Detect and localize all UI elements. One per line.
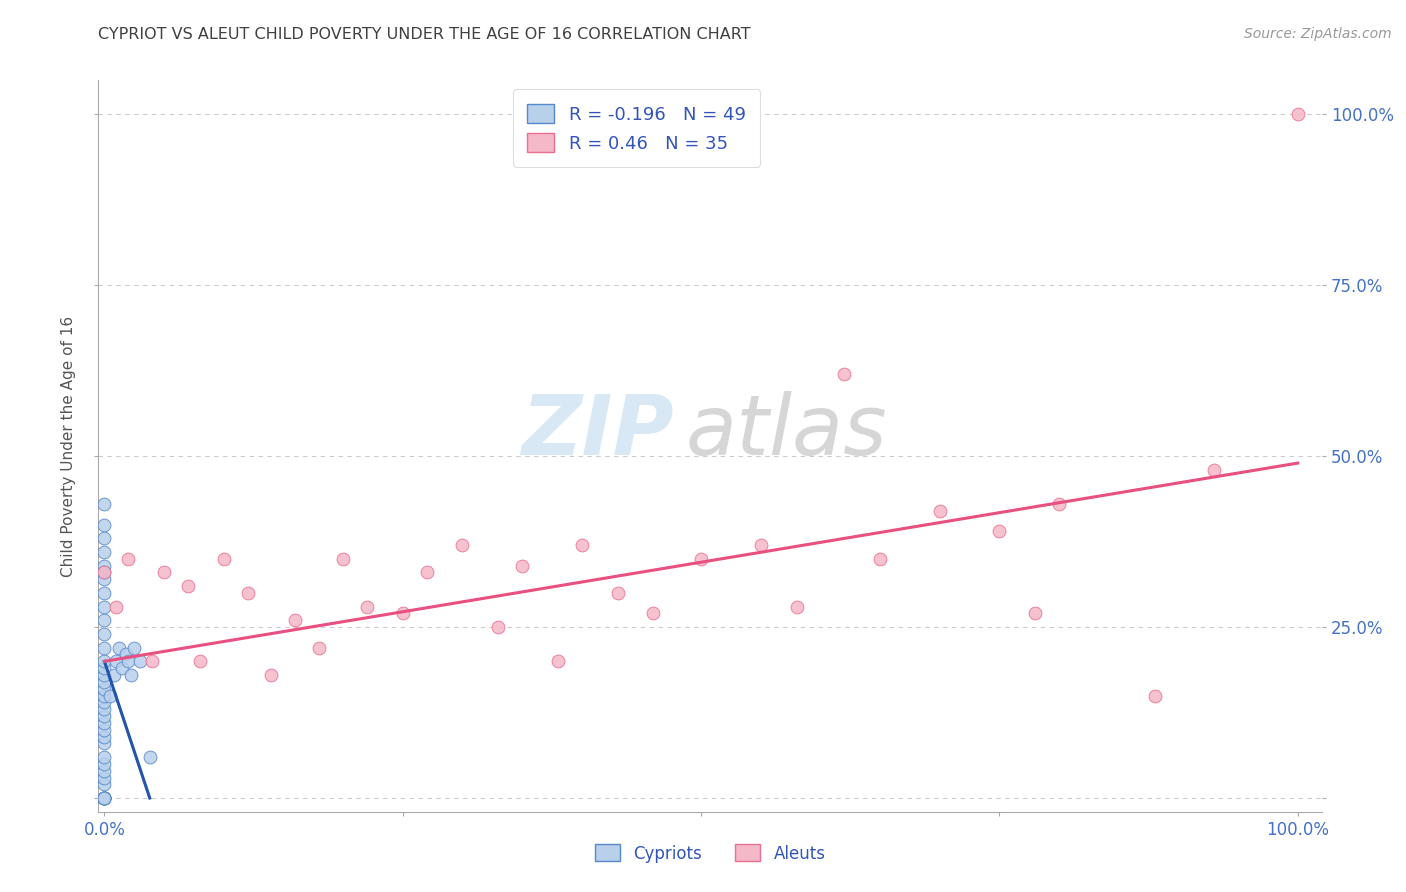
Point [107, 640, 129, 655]
Point [1024, 607, 1046, 621]
Point [93, 640, 115, 655]
Point [510, 558, 533, 573]
Point [928, 504, 950, 518]
Point [153, 566, 176, 580]
Point [93, 517, 115, 532]
Point [643, 607, 665, 621]
Point [606, 586, 628, 600]
Point [93, 715, 115, 730]
Point [486, 620, 509, 634]
Point [93, 497, 115, 511]
Point [93, 572, 115, 586]
Point [93, 689, 115, 703]
Point [93, 566, 115, 580]
Point [120, 668, 142, 682]
Point [988, 524, 1011, 539]
Point [93, 695, 115, 709]
Point [93, 791, 115, 805]
Point [93, 764, 115, 778]
Point [415, 566, 437, 580]
Point [122, 640, 145, 655]
Point [188, 654, 211, 668]
Point [1143, 689, 1166, 703]
Point [571, 538, 593, 552]
Text: CYPRIOT VS ALEUT CHILD POVERTY UNDER THE AGE OF 16 CORRELATION CHART: CYPRIOT VS ALEUT CHILD POVERTY UNDER THE… [98, 27, 751, 42]
Point [93, 736, 115, 750]
Point [93, 709, 115, 723]
Point [260, 668, 283, 682]
Point [98, 689, 121, 703]
Point [93, 654, 115, 668]
Point [93, 791, 115, 805]
Point [93, 558, 115, 573]
Point [115, 648, 138, 662]
Point [308, 640, 330, 655]
Point [105, 599, 128, 614]
Point [869, 551, 891, 566]
Point [332, 551, 354, 566]
Point [93, 599, 115, 614]
Point [177, 579, 200, 593]
Point [832, 368, 855, 382]
Point [786, 599, 808, 614]
Point [212, 551, 235, 566]
Point [93, 545, 115, 559]
Point [103, 668, 125, 682]
Point [93, 613, 115, 627]
Text: Source: ZipAtlas.com: Source: ZipAtlas.com [1244, 27, 1392, 41]
Point [1204, 463, 1226, 477]
Point [93, 791, 115, 805]
Point [236, 586, 259, 600]
Y-axis label: Child Poverty Under the Age of 16: Child Poverty Under the Age of 16 [60, 316, 76, 576]
Point [749, 538, 772, 552]
Point [93, 791, 115, 805]
Point [93, 756, 115, 771]
Point [141, 654, 163, 668]
Legend: Cypriots, Aleuts: Cypriots, Aleuts [588, 838, 832, 869]
Point [93, 566, 115, 580]
Point [93, 627, 115, 641]
Point [356, 599, 378, 614]
Text: atlas: atlas [686, 391, 887, 472]
Point [93, 730, 115, 744]
Point [93, 661, 115, 675]
Point [690, 551, 713, 566]
Point [138, 750, 160, 764]
Point [129, 654, 152, 668]
Point [93, 681, 115, 696]
Point [93, 771, 115, 785]
Point [93, 586, 115, 600]
Point [105, 654, 128, 668]
Point [117, 654, 139, 668]
Point [1286, 107, 1309, 121]
Point [284, 613, 307, 627]
Point [93, 702, 115, 716]
Point [93, 777, 115, 791]
Point [93, 791, 115, 805]
Point [1047, 497, 1070, 511]
Point [93, 668, 115, 682]
Text: ZIP: ZIP [520, 391, 673, 472]
Point [93, 750, 115, 764]
Point [93, 674, 115, 689]
Point [93, 791, 115, 805]
Point [93, 723, 115, 737]
Point [111, 661, 134, 675]
Point [93, 531, 115, 545]
Point [391, 607, 413, 621]
Point [451, 538, 474, 552]
Point [547, 654, 569, 668]
Point [93, 791, 115, 805]
Point [93, 791, 115, 805]
Point [117, 551, 139, 566]
